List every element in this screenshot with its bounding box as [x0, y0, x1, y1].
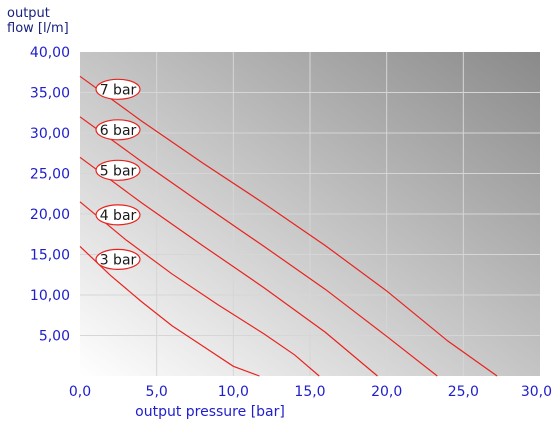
series-line-3-bar: [79, 245, 260, 377]
series-label-text: 4 bar: [100, 208, 137, 224]
series-line-5-bar: [79, 156, 378, 377]
y-tick-label: 20,00: [30, 207, 70, 223]
series-label-6-bar: 6 bar: [95, 119, 141, 141]
series-line-4-bar: [79, 201, 320, 377]
series-label-text: 7 bar: [100, 82, 137, 98]
x-tick-label: 15,0: [294, 384, 325, 400]
series-line-6-bar: [79, 116, 438, 377]
y-axis-title-line-1: output: [7, 6, 50, 21]
series-lines: [79, 75, 498, 377]
series-label-text: 5 bar: [100, 163, 137, 179]
y-axis-title-line-2: flow [l/m]: [7, 21, 69, 36]
x-tick-label: 5,0: [146, 384, 168, 400]
y-tick-label: 5,00: [39, 329, 70, 345]
x-tick-label: 20,0: [371, 384, 402, 400]
x-tick-label: 0,0: [69, 384, 91, 400]
series-label-text: 6 bar: [100, 123, 137, 139]
series-label-oval: [95, 78, 141, 100]
y-tick-labels: 5,00 10,00 15,00 20,00 25,00 30,00 35,00 40,00: [30, 45, 70, 345]
y-tick-label: 10,00: [30, 288, 70, 304]
series-label-5-bar: 5 bar: [95, 159, 141, 181]
series-line-7-bar: [79, 75, 498, 377]
y-tick-label: 40,00: [30, 45, 70, 61]
x-tick-label: 25,0: [448, 384, 479, 400]
series-label-4-bar: 4 bar: [95, 204, 141, 226]
y-tick-label: 35,00: [30, 86, 70, 102]
x-axis-title: output pressure [bar]: [135, 404, 285, 420]
series-label-oval: [95, 248, 141, 270]
series-label-text: 3 bar: [100, 252, 137, 268]
grid: [80, 52, 540, 376]
series-label-oval: [95, 159, 141, 181]
x-tick-label: 30,0: [521, 384, 552, 400]
y-tick-label: 25,00: [30, 167, 70, 183]
y-tick-label: 30,00: [30, 126, 70, 142]
y-tick-label: 15,00: [30, 248, 70, 264]
series-label-7-bar: 7 bar: [95, 78, 141, 100]
series-label-3-bar: 3 bar: [95, 248, 141, 270]
x-tick-label: 10,0: [218, 384, 249, 400]
series-label-oval: [95, 204, 141, 226]
x-tick-labels: 0,0 5,0 10,0 15,0 20,0 25,0 30,0: [69, 384, 552, 400]
series-labels: 3 bar 4 bar 5 bar 6 bar 7 bar: [95, 78, 141, 270]
series-label-oval: [95, 119, 141, 141]
